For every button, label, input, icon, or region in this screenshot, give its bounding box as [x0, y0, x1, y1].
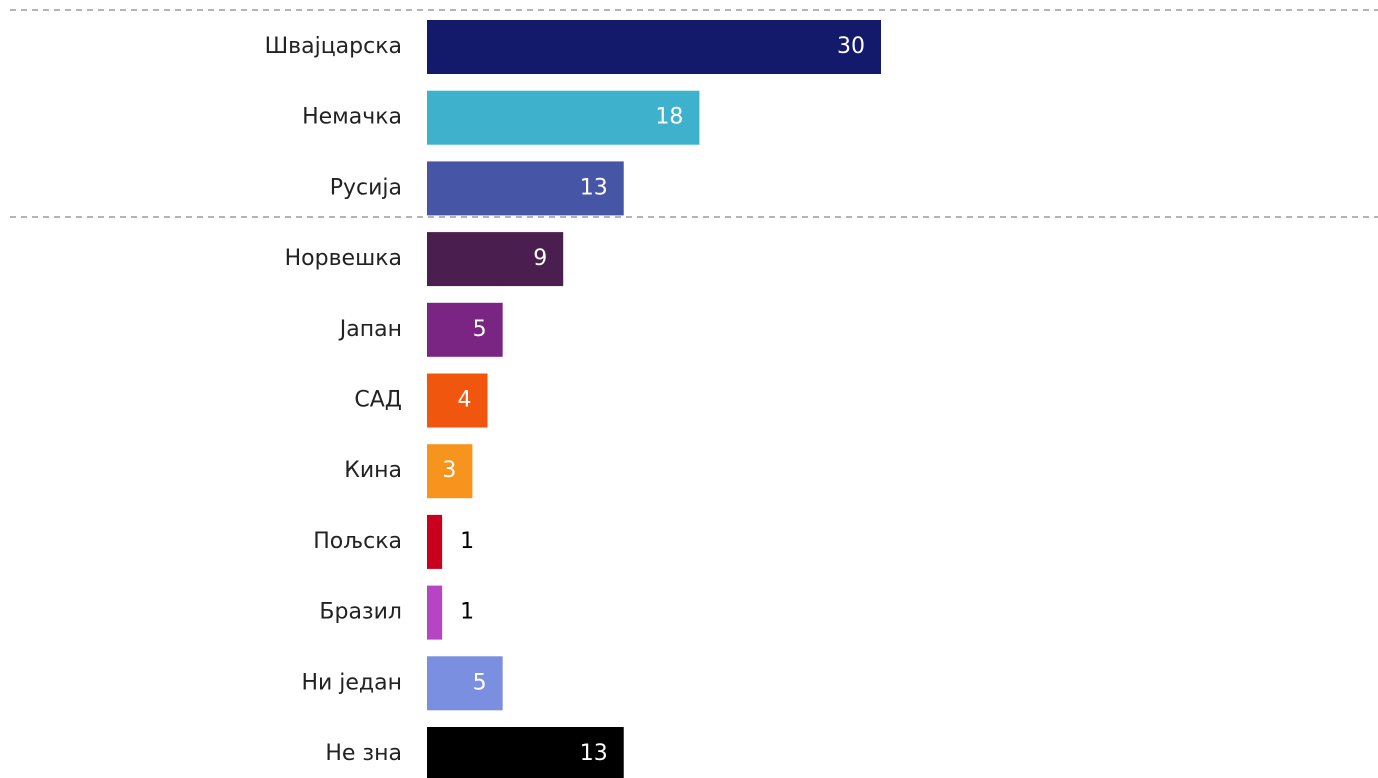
value-label: 13: [580, 175, 608, 200]
bar: [427, 161, 624, 216]
bar: [427, 514, 443, 569]
value-label: 9: [533, 246, 547, 271]
category-label: Јапан: [338, 317, 402, 342]
bar: [427, 90, 700, 145]
bar: [427, 20, 881, 74]
value-label: 3: [442, 458, 456, 483]
category-label: Немачка: [302, 105, 402, 130]
category-label: Кина: [344, 458, 402, 483]
value-label: 13: [580, 741, 608, 766]
category-label: Ни један: [301, 670, 402, 695]
value-label: 5: [473, 670, 487, 695]
category-label: Швајцарска: [265, 34, 402, 59]
value-label: 4: [458, 388, 472, 413]
category-label: САД: [354, 388, 402, 413]
category-label: Русија: [330, 175, 402, 200]
bar: [427, 727, 624, 778]
bar: [427, 373, 488, 428]
bar: [427, 302, 503, 357]
bar: [427, 656, 503, 711]
value-label: 1: [460, 529, 474, 554]
value-label: 18: [655, 105, 683, 130]
bar: [427, 585, 443, 640]
value-label: 30: [837, 34, 865, 59]
category-label: Норвешка: [285, 246, 402, 271]
value-label: 5: [473, 317, 487, 342]
category-label: Пољска: [313, 529, 402, 554]
value-label: 1: [460, 600, 474, 625]
bar: [427, 444, 473, 499]
category-label: Не зна: [325, 741, 402, 766]
category-label: Бразил: [319, 600, 402, 625]
bar: [427, 232, 564, 287]
